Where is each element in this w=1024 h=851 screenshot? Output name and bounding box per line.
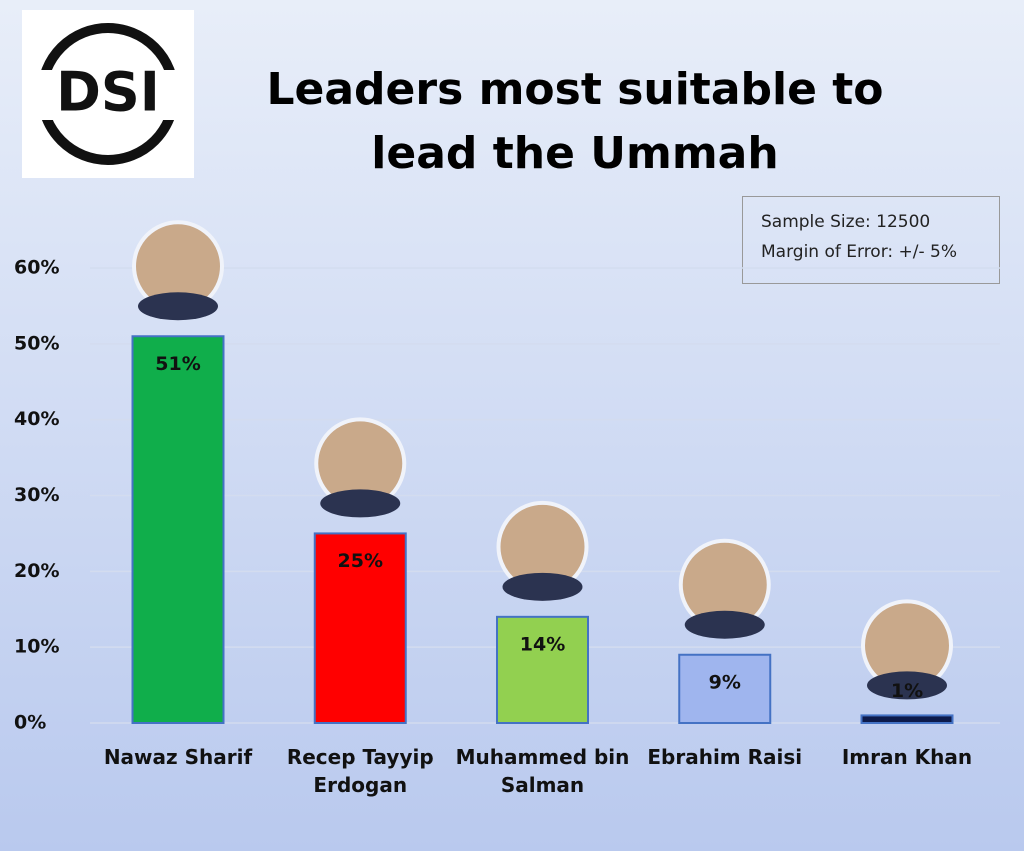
portrait — [678, 538, 771, 631]
bar — [496, 615, 589, 724]
value-label: 51% — [155, 353, 200, 375]
portrait — [314, 417, 407, 510]
bar — [678, 653, 772, 724]
y-tick-label: 60% — [14, 257, 59, 279]
logo: DSI — [36, 23, 180, 165]
y-tick-label: 10% — [14, 636, 59, 658]
portrait-shoulders — [138, 292, 218, 321]
logo-box: DSI — [22, 10, 194, 178]
logo-text: DSI — [56, 61, 160, 124]
x-tick-label: Muhammed bin Salman — [455, 745, 630, 797]
value-label: 25% — [338, 550, 383, 572]
portrait-shoulders — [320, 489, 401, 518]
portrait — [496, 500, 589, 593]
logo-band — [36, 70, 180, 120]
x-tick-label: Ebrahim Raisi — [647, 745, 803, 769]
chart-title: Leaders most suitable to lead the Ummah — [266, 64, 884, 179]
portrait — [132, 220, 224, 313]
bar — [860, 714, 954, 725]
portrait-shoulders — [684, 610, 765, 639]
y-tick-label: 40% — [14, 408, 59, 430]
bar — [313, 532, 407, 725]
portrait — [861, 599, 953, 692]
bar — [131, 335, 225, 724]
value-label: 1% — [891, 680, 923, 702]
y-tick-label: 0% — [14, 712, 46, 734]
annotation: Margin of Error: +/- 5% — [761, 242, 958, 262]
x-tick-label: Nawaz Sharif — [103, 745, 253, 769]
annotation-box: Sample Size: 12500 Margin of Error: +/- … — [742, 196, 1000, 284]
annotation: Sample Size: 12500 — [761, 212, 931, 232]
portrait-shoulders — [502, 572, 583, 601]
x-tick-label: Recep Tayyip Erdogan — [286, 745, 434, 797]
portrait-shoulders — [867, 671, 947, 700]
y-tick-label: 20% — [14, 560, 59, 582]
value-label: 9% — [709, 671, 741, 693]
y-tick-label: 30% — [14, 484, 59, 506]
y-tick-label: 50% — [14, 332, 59, 354]
value-label: 14% — [520, 633, 565, 655]
x-tick-label: Imran Khan — [841, 745, 973, 769]
